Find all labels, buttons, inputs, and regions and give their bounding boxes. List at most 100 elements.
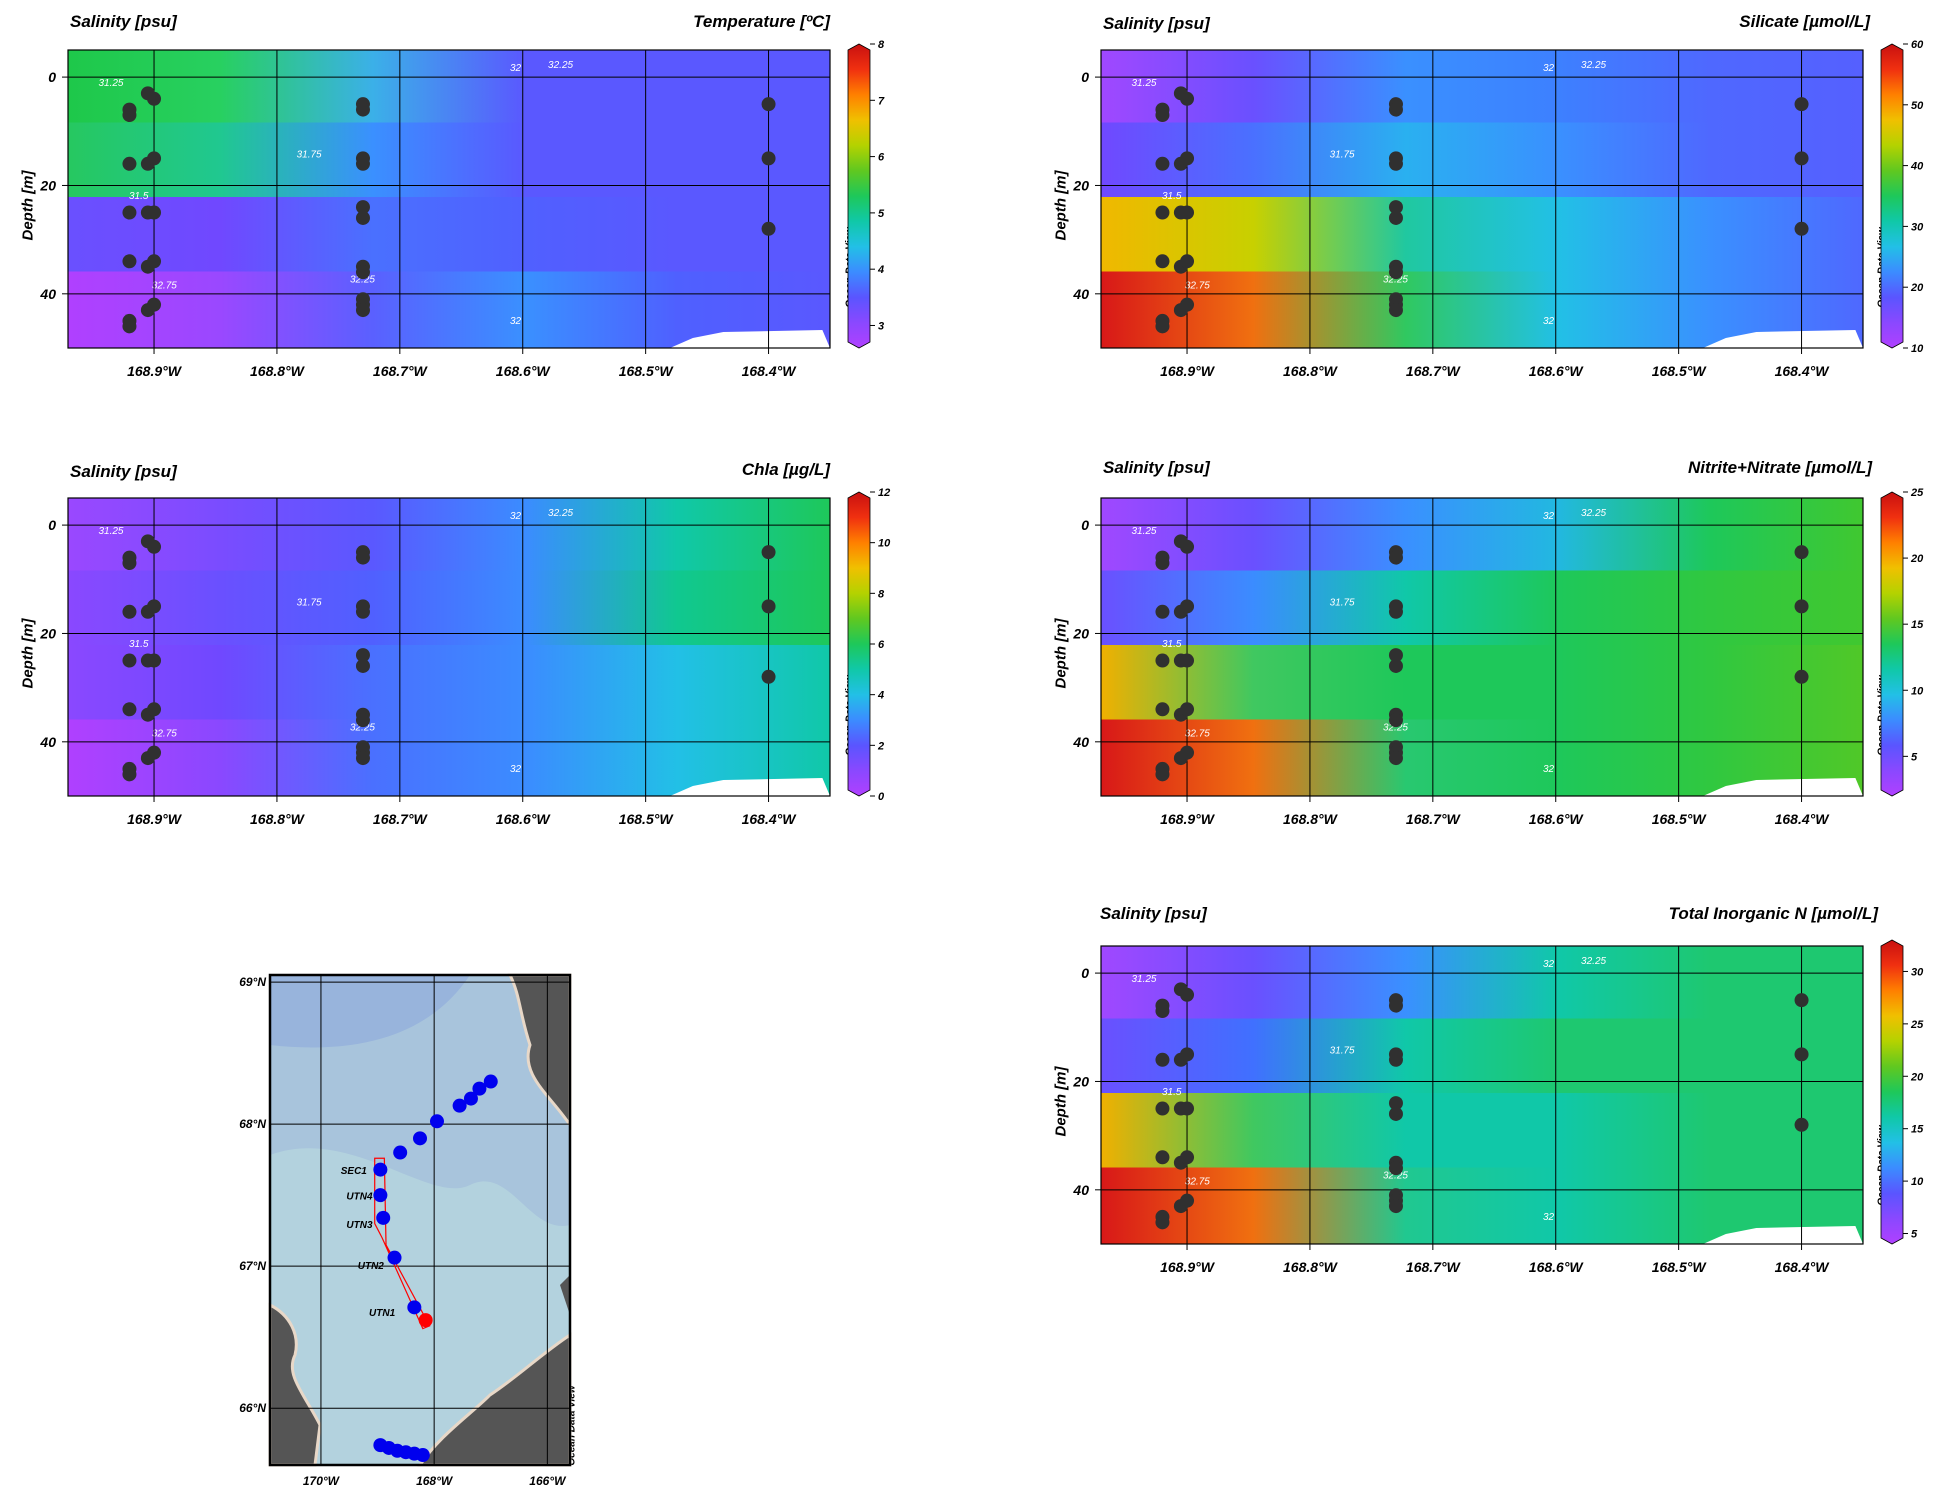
plot-frame: [67, 49, 831, 349]
x-tick-label: 168.7°W: [373, 363, 429, 379]
contour-label: 31.25: [98, 526, 123, 537]
x-tick-label: 168.4°W: [1775, 1259, 1831, 1275]
title-right-chla: Chla [µg/L]: [741, 460, 830, 479]
station-marker: [355, 658, 370, 673]
land-alaska-north: [507, 973, 572, 1130]
contour-label: 32.25: [1383, 722, 1408, 733]
y-tick-label: 40: [1072, 286, 1089, 302]
heatmap-band: [68, 498, 830, 575]
station-marker: [147, 653, 162, 668]
contour-label: 32: [510, 511, 522, 522]
land-seward: [417, 1332, 572, 1467]
colorbar-tick-label: 4: [877, 264, 884, 276]
colorbar-tick-label: 60: [1911, 39, 1924, 51]
colorbar-tick-label: 5: [878, 208, 885, 220]
station-marker: [1155, 1150, 1170, 1165]
colorbar-tick-label: 30: [1911, 221, 1924, 233]
contour-label: 31.25: [1131, 78, 1156, 89]
land-point: [560, 1275, 570, 1315]
y-tick-label: 40: [39, 286, 56, 302]
station-marker: [122, 156, 137, 171]
heatmap-field: [68, 498, 830, 796]
station-marker: [355, 102, 370, 117]
station-marker: [1388, 713, 1403, 728]
station-marker: [355, 550, 370, 565]
map-station-highlight: [418, 1313, 433, 1328]
x-tick-label: 168.4°W: [1775, 363, 1831, 379]
x-tick-label: 168.5°W: [1652, 1259, 1708, 1275]
contour-label: 31.25: [1131, 974, 1156, 985]
title-right-nitrite-nitrate: Nitrite+Nitrate [µmol/L]: [1687, 458, 1872, 477]
map-lon-label: 166°W: [529, 1474, 567, 1488]
colorbar-tick-label: 10: [1911, 685, 1924, 697]
station-marker: [1155, 156, 1170, 171]
y-tick-label: 20: [1072, 177, 1089, 193]
map-station: [452, 1098, 467, 1113]
station-marker: [122, 653, 137, 668]
station-marker: [1180, 297, 1195, 312]
map-station-label: SEC1: [341, 1166, 368, 1177]
station-marker: [1794, 545, 1809, 560]
station-marker: [761, 599, 776, 614]
chart-chla: 31.25 31.75 31.5 32 32.75 32.25 32 32.25 168.9°W…: [39, 487, 891, 827]
plot-frame: [1100, 945, 1864, 1245]
station-marker: [1155, 254, 1170, 269]
grid: [1101, 498, 1863, 796]
x-tick-label: 168.8°W: [250, 363, 306, 379]
heatmap-band: [1101, 645, 1863, 724]
heatmap-band: [1101, 271, 1863, 348]
heatmap-field: [1101, 50, 1863, 348]
station-marker: [1155, 604, 1170, 619]
heatmap-field: [68, 50, 830, 348]
contour-label: 32.75: [1185, 280, 1210, 291]
heatmap-band: [68, 271, 830, 348]
station-marker: [1155, 767, 1170, 782]
heatmap-band: [1101, 570, 1863, 649]
grid: [68, 498, 830, 796]
station-marker: [761, 221, 776, 236]
station-marker: [1388, 550, 1403, 565]
map-station: [373, 1162, 388, 1177]
map-lat-label: 68°N: [239, 1117, 266, 1131]
station-marker: [147, 539, 162, 554]
contour-label: 32.75: [1185, 728, 1210, 739]
map-lat-label: 69°N: [239, 975, 266, 989]
contour-label: 31.25: [98, 78, 123, 89]
x-tick-label: 168.8°W: [1283, 1259, 1339, 1275]
station-marker: [122, 767, 137, 782]
station-marker: [147, 205, 162, 220]
x-tick-label: 168.5°W: [619, 811, 675, 827]
map-station: [415, 1448, 430, 1463]
map-station: [407, 1300, 422, 1315]
heatmap-band: [1101, 1093, 1863, 1172]
station-marker: [1180, 599, 1195, 614]
x-tick-label: 168.7°W: [1406, 1259, 1462, 1275]
plot-frame: [1100, 49, 1864, 349]
station-marker: [1794, 97, 1809, 112]
heatmap-band: [68, 197, 830, 276]
station-marker: [761, 669, 776, 684]
colorbar-tick-label: 40: [1910, 161, 1924, 173]
contour-label: 32.25: [548, 508, 573, 519]
heatmap-band: [1101, 122, 1863, 201]
x-tick-label: 168.7°W: [1406, 363, 1462, 379]
station-marker: [122, 254, 137, 269]
y-tick-label: 20: [1072, 1073, 1089, 1089]
plot-frame: [67, 497, 831, 797]
station-marker: [1388, 303, 1403, 318]
station-marker: [355, 713, 370, 728]
station-marker: [1388, 1161, 1403, 1176]
no-data-area: [1702, 778, 1863, 796]
station-marker: [1388, 265, 1403, 280]
station-marker: [1155, 1215, 1170, 1230]
contour-label: 32.25: [350, 274, 375, 285]
map-station: [387, 1250, 402, 1265]
colorbar: [1880, 43, 1904, 349]
y-tick-label: 40: [1072, 1182, 1089, 1198]
station-marker: [1180, 1150, 1195, 1165]
station-marker: [1794, 221, 1809, 236]
map-frame: [268, 973, 572, 1467]
y-tick-label: 0: [1081, 517, 1089, 533]
colorbar-tick-label: 50: [1911, 100, 1924, 112]
colorbar-tick-label: 10: [1911, 1176, 1924, 1188]
